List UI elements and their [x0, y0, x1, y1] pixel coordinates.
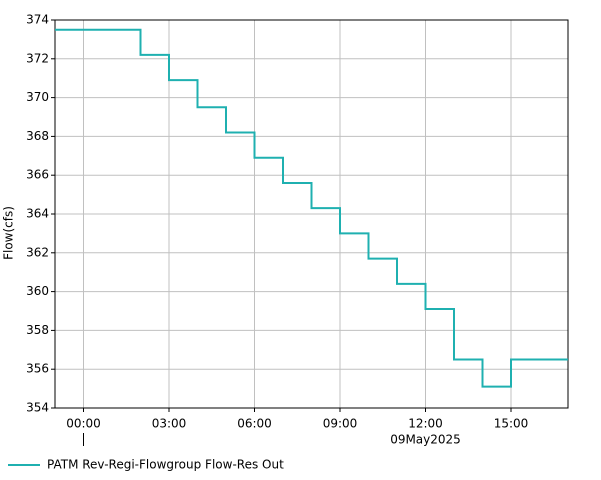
x-tick-label: 03:00: [152, 417, 187, 431]
x-tick-label: 12:00: [408, 417, 443, 431]
y-tick-label: 364: [26, 207, 49, 221]
y-tick-label: 362: [26, 245, 49, 259]
x-tick-label: 06:00: [237, 417, 272, 431]
y-tick-label: 368: [26, 129, 49, 143]
x-tick-label: 00:00: [66, 417, 101, 431]
y-tick-label: 370: [26, 90, 49, 104]
date-label: 09May2025: [390, 433, 461, 447]
x-tick-label: 15:00: [494, 417, 529, 431]
y-axis-label: Flow(cfs): [2, 206, 16, 260]
y-tick-label: 374: [26, 13, 49, 27]
y-tick-label: 358: [26, 323, 49, 337]
plot-frame: [54, 19, 569, 409]
y-tick-label: 366: [26, 168, 49, 182]
y-tick-label: 360: [26, 284, 49, 298]
x-tick-label: 09:00: [323, 417, 358, 431]
y-tick-label: 354: [26, 401, 49, 415]
y-tick-label: 372: [26, 51, 49, 65]
y-tick-label: 356: [26, 362, 49, 376]
line: [55, 28, 568, 388]
legend-label: PATM Rev-Regi-Flowgroup Flow-Res Out: [47, 458, 284, 472]
